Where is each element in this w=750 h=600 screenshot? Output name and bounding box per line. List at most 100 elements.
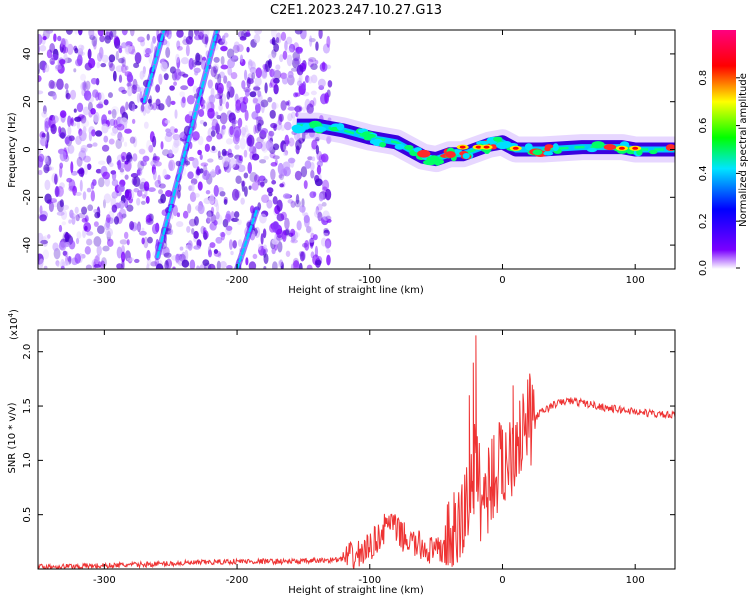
noise-speck bbox=[86, 163, 92, 171]
noise-speck bbox=[260, 128, 269, 135]
noise-speck bbox=[107, 217, 114, 224]
hot-spot-core bbox=[475, 145, 482, 149]
noise-speck bbox=[123, 231, 129, 240]
noise-speck bbox=[306, 103, 314, 115]
noise-speck bbox=[197, 149, 202, 156]
noise-speck bbox=[175, 53, 180, 63]
noise-speck bbox=[61, 221, 67, 226]
noise-speck bbox=[164, 119, 171, 124]
ridge-clump bbox=[426, 156, 434, 162]
noise-speck bbox=[228, 239, 233, 250]
noise-speck bbox=[203, 30, 210, 37]
noise-speck bbox=[230, 250, 234, 256]
noise-speck bbox=[190, 57, 196, 68]
noise-speck bbox=[310, 90, 317, 96]
noise-speck bbox=[309, 35, 313, 47]
y-tick-label: -40 bbox=[22, 237, 33, 253]
noise-speck bbox=[126, 239, 130, 246]
noise-speck bbox=[276, 213, 285, 222]
streak-core bbox=[235, 208, 259, 269]
noise-speck bbox=[306, 225, 312, 234]
noise-speck bbox=[312, 97, 317, 107]
noise-speck bbox=[129, 136, 136, 144]
noise-speck bbox=[74, 47, 79, 54]
noise-speck bbox=[244, 88, 250, 97]
noise-speck bbox=[43, 265, 48, 269]
noise-speck bbox=[118, 200, 125, 210]
noise-speck bbox=[282, 230, 287, 242]
noise-speck bbox=[96, 61, 101, 69]
noise-speck bbox=[111, 204, 118, 213]
noise-speck bbox=[287, 70, 294, 79]
noise-speck bbox=[68, 240, 76, 250]
noise-speck bbox=[324, 64, 332, 70]
noise-speck bbox=[179, 91, 185, 98]
noise-speck bbox=[140, 104, 144, 114]
noise-speck bbox=[49, 43, 56, 53]
noise-speck bbox=[220, 55, 225, 66]
noise-speck bbox=[56, 211, 65, 216]
noise-speck bbox=[57, 35, 62, 42]
noise-speck bbox=[263, 253, 269, 265]
noise-speck bbox=[53, 247, 61, 260]
noise-speck bbox=[270, 168, 276, 181]
y-tick-label: 0 bbox=[22, 146, 33, 152]
noise-speck bbox=[115, 138, 123, 150]
noise-speck bbox=[294, 30, 303, 35]
noise-speck bbox=[294, 170, 302, 181]
noise-speck bbox=[310, 63, 318, 70]
noise-speck bbox=[92, 142, 98, 147]
noise-speck bbox=[104, 31, 113, 41]
noise-speck bbox=[256, 136, 264, 143]
noise-speck bbox=[68, 219, 72, 224]
noise-speck bbox=[280, 100, 287, 111]
noise-speck bbox=[110, 30, 117, 38]
noise-speck bbox=[269, 152, 276, 159]
ridge-clump bbox=[524, 143, 533, 151]
noise-speck bbox=[155, 98, 161, 107]
noise-speck bbox=[134, 258, 140, 263]
noise-speck bbox=[86, 231, 94, 236]
noise-speck bbox=[38, 34, 43, 46]
noise-speck bbox=[121, 56, 127, 68]
noise-speck bbox=[200, 263, 204, 269]
noise-speck bbox=[266, 187, 274, 194]
noise-speck bbox=[304, 160, 312, 169]
noise-speck bbox=[203, 232, 208, 241]
noise-speck bbox=[182, 210, 189, 219]
noise-speck bbox=[207, 107, 215, 119]
noise-speck bbox=[239, 137, 246, 150]
noise-speck bbox=[299, 251, 305, 262]
noise-speck bbox=[253, 33, 261, 44]
noise-speck bbox=[190, 178, 198, 185]
noise-speck bbox=[210, 206, 215, 215]
noise-speck bbox=[177, 189, 181, 199]
noise-speck bbox=[215, 165, 221, 176]
noise-speck bbox=[263, 155, 270, 160]
noise-speck bbox=[145, 214, 152, 223]
noise-speck bbox=[290, 228, 296, 237]
noise-speck bbox=[237, 117, 243, 128]
noise-speck bbox=[265, 139, 274, 152]
noise-speck bbox=[257, 243, 262, 251]
noise-speck bbox=[45, 30, 54, 34]
noise-speck bbox=[317, 203, 323, 211]
noise-speck bbox=[44, 64, 50, 73]
colorbar-label: Normalized spectral amplitude bbox=[738, 73, 749, 227]
noise-speck bbox=[247, 134, 255, 147]
noise-speck bbox=[283, 143, 287, 152]
noise-speck bbox=[219, 95, 223, 107]
noise-speck bbox=[323, 228, 329, 234]
noise-speck bbox=[293, 42, 299, 52]
noise-speck bbox=[263, 178, 268, 184]
noise-speck bbox=[313, 174, 320, 183]
noise-speck bbox=[313, 210, 322, 218]
noise-speck bbox=[64, 241, 70, 247]
ridge-clump bbox=[291, 124, 303, 132]
noise-speck bbox=[286, 54, 293, 67]
noise-speck bbox=[39, 258, 44, 267]
noise-speck bbox=[227, 152, 234, 158]
noise-speck bbox=[290, 263, 294, 269]
noise-speck bbox=[40, 137, 48, 147]
noise-speck bbox=[251, 182, 259, 191]
